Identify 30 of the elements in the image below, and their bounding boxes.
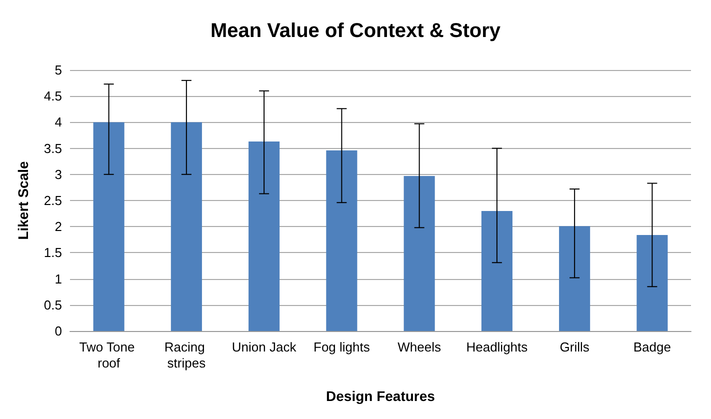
y-tick-label: 1 — [54, 271, 62, 286]
chart-title: Mean Value of Context & Story — [210, 20, 502, 42]
bar — [170, 122, 202, 331]
x-tick-label: Badge — [633, 340, 671, 354]
y-tick-label: 3.5 — [44, 140, 62, 156]
bar — [404, 176, 435, 331]
bar — [636, 234, 668, 331]
y-tick-label: 1.5 — [44, 245, 62, 260]
x-tick-label: Union Jack — [232, 340, 297, 354]
y-tick-label: 0.5 — [44, 297, 62, 312]
y-tick-label: 2 — [54, 219, 62, 234]
x-tick-label: Fog lights — [314, 340, 370, 354]
x-tick-label: Racing stripes — [164, 340, 208, 370]
y-tick-label: 5 — [54, 62, 62, 78]
bar — [326, 150, 358, 331]
x-axis-title: Design Features — [326, 388, 436, 404]
y-tick-label: 2.5 — [44, 193, 62, 208]
bar — [481, 210, 512, 331]
bar — [248, 142, 280, 331]
bar — [559, 226, 590, 331]
x-tick-label: Grills — [560, 340, 590, 354]
bar — [93, 122, 124, 331]
y-tick-label: 0 — [54, 324, 62, 338]
x-tick-label: Wheels — [398, 340, 442, 354]
y-tick-label: 4 — [54, 114, 62, 130]
y-axis-title: Likert Scale — [15, 160, 31, 240]
x-tick-label: Headlights — [466, 340, 528, 354]
y-tick-label: 4.5 — [44, 88, 62, 104]
y-tick-label: 3 — [54, 166, 62, 182]
x-tick-label: Two Tone roof — [79, 340, 138, 370]
